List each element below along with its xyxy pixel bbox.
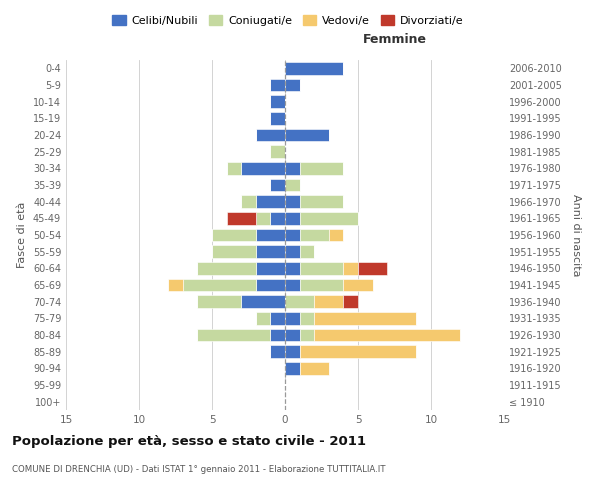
Y-axis label: Fasce di età: Fasce di età: [17, 202, 27, 268]
Bar: [271, 112, 285, 124]
Bar: [285, 179, 299, 192]
Bar: [271, 329, 285, 341]
Bar: [271, 312, 285, 324]
Bar: [241, 162, 285, 174]
Y-axis label: Anni di nascita: Anni di nascita: [571, 194, 581, 276]
Bar: [285, 79, 299, 92]
Bar: [212, 229, 256, 241]
Legend: Celibi/Nubili, Coniugati/e, Vedovi/e, Divorziati/e: Celibi/Nubili, Coniugati/e, Vedovi/e, Di…: [108, 10, 468, 30]
Bar: [256, 246, 285, 258]
Bar: [285, 212, 299, 224]
Bar: [256, 312, 271, 324]
Bar: [285, 346, 299, 358]
Bar: [285, 296, 314, 308]
Bar: [299, 329, 314, 341]
Bar: [197, 262, 256, 274]
Bar: [299, 362, 329, 374]
Bar: [271, 96, 285, 108]
Bar: [168, 279, 183, 291]
Text: Popolazione per età, sesso e stato civile - 2011: Popolazione per età, sesso e stato civil…: [12, 435, 366, 448]
Bar: [285, 129, 329, 141]
Bar: [285, 162, 299, 174]
Bar: [271, 212, 285, 224]
Bar: [256, 196, 285, 208]
Bar: [227, 162, 241, 174]
Bar: [299, 262, 343, 274]
Bar: [285, 312, 299, 324]
Text: COMUNE DI DRENCHIA (UD) - Dati ISTAT 1° gennaio 2011 - Elaborazione TUTTITALIA.I: COMUNE DI DRENCHIA (UD) - Dati ISTAT 1° …: [12, 465, 386, 474]
Bar: [285, 362, 299, 374]
Bar: [256, 262, 285, 274]
Bar: [285, 329, 299, 341]
Bar: [299, 312, 314, 324]
Bar: [271, 179, 285, 192]
Bar: [299, 279, 343, 291]
Bar: [343, 296, 358, 308]
Bar: [314, 296, 343, 308]
Bar: [183, 279, 256, 291]
Bar: [285, 246, 299, 258]
Bar: [314, 329, 460, 341]
Text: Femmine: Femmine: [362, 33, 427, 46]
Bar: [285, 279, 299, 291]
Bar: [212, 246, 256, 258]
Bar: [329, 229, 343, 241]
Bar: [343, 262, 358, 274]
Bar: [285, 196, 299, 208]
Bar: [241, 196, 256, 208]
Bar: [271, 346, 285, 358]
Bar: [256, 129, 285, 141]
Bar: [314, 312, 416, 324]
Bar: [299, 246, 314, 258]
Bar: [285, 62, 343, 74]
Bar: [271, 146, 285, 158]
Bar: [241, 296, 285, 308]
Bar: [197, 296, 241, 308]
Bar: [299, 346, 416, 358]
Bar: [299, 212, 358, 224]
Bar: [343, 279, 373, 291]
Bar: [358, 262, 387, 274]
Bar: [256, 212, 271, 224]
Bar: [271, 79, 285, 92]
Bar: [256, 229, 285, 241]
Bar: [256, 279, 285, 291]
Bar: [285, 262, 299, 274]
Bar: [299, 196, 343, 208]
Bar: [299, 229, 329, 241]
Bar: [285, 229, 299, 241]
Bar: [197, 329, 271, 341]
Bar: [299, 162, 343, 174]
Bar: [227, 212, 256, 224]
